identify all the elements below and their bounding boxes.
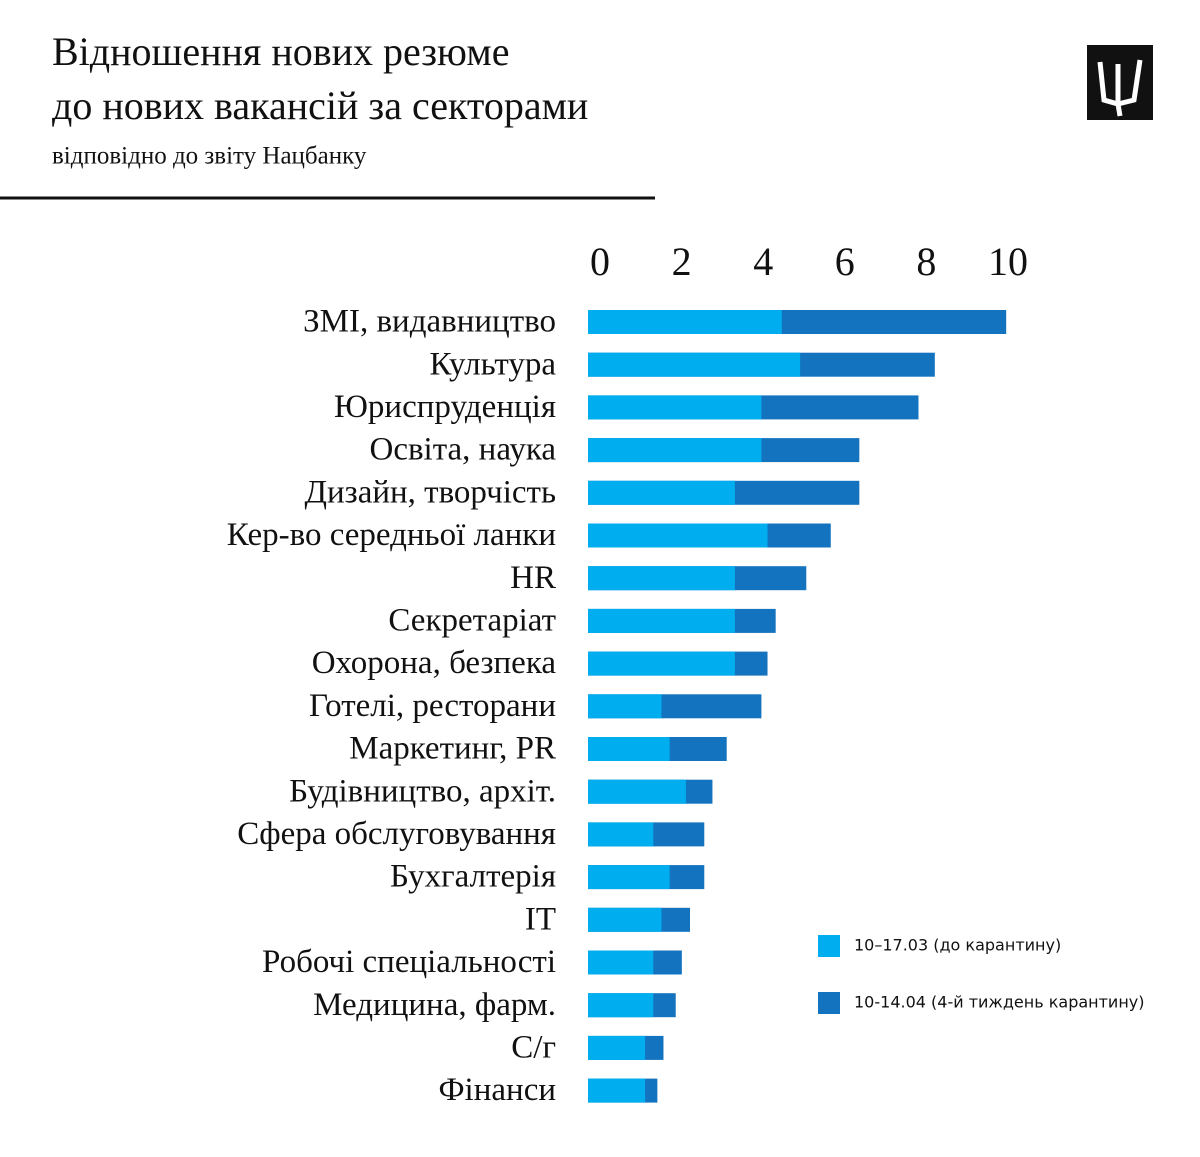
x-tick-label: 2 (672, 239, 692, 284)
bar (588, 950, 654, 975)
y-tick-label: Освіта, наука (369, 432, 556, 468)
y-tick-label: Сфера обслуговування (237, 816, 556, 852)
legend-swatch (818, 935, 840, 957)
y-tick-label: Бухгалтерія (390, 859, 556, 895)
x-tick-label: 10 (988, 239, 1028, 284)
bar (588, 566, 735, 591)
logo (1087, 45, 1153, 120)
x-tick-label: 0 (590, 239, 610, 284)
bar (588, 395, 762, 420)
chart-subtitle: відповідно до звіту Нацбанку (52, 143, 367, 170)
x-tick-label: 6 (835, 239, 855, 284)
y-tick-label: Кер-во середньої ланки (227, 517, 556, 553)
bar (588, 438, 762, 463)
y-tick-label: IT (525, 901, 556, 937)
y-tick-label: Маркетинг, PR (349, 731, 556, 767)
y-tick-label: Культура (430, 346, 557, 382)
y-tick-label: ЗМІ, видавництво (303, 304, 556, 340)
y-tick-label: Готелі, ресторани (309, 688, 556, 724)
chart-title: Відношення нових резюме (52, 29, 509, 74)
y-tick-label: HR (510, 560, 556, 596)
bar (588, 651, 735, 676)
y-tick-label: Фінанси (438, 1072, 556, 1108)
bar (588, 737, 670, 761)
x-tick-label: 8 (916, 239, 936, 284)
y-tick-label: Дизайн, творчість (304, 474, 556, 510)
chart-title: до нових вакансій за секторами (52, 83, 588, 128)
legend-swatch (818, 992, 840, 1014)
bar (588, 907, 662, 932)
y-tick-label: Юриспруденція (334, 389, 556, 425)
bar (588, 608, 735, 633)
bar (588, 352, 801, 377)
y-tick-label: Медицина, фарм. (313, 987, 556, 1023)
bar (588, 1078, 646, 1103)
bar (588, 822, 654, 847)
y-tick-label: Охорона, безпека (312, 645, 557, 681)
legend-label: 10-14.04 (4-й тиждень карантину) (854, 993, 1145, 1012)
bar (588, 865, 670, 890)
bar (588, 993, 654, 1018)
y-tick-label: Робочі спеціальності (262, 944, 556, 980)
bar (588, 694, 662, 719)
y-tick-label: Секретаріат (388, 602, 556, 638)
x-tick-label: 4 (753, 239, 773, 284)
bar (588, 480, 735, 505)
legend-label: 10–17.03 (до карантину) (854, 936, 1061, 955)
bar (588, 1035, 646, 1060)
y-tick-label: Будівництво, архіт. (289, 773, 556, 809)
y-tick-label: С/г (511, 1029, 556, 1065)
bar (588, 310, 782, 334)
bar (588, 779, 686, 804)
bar (588, 523, 768, 548)
